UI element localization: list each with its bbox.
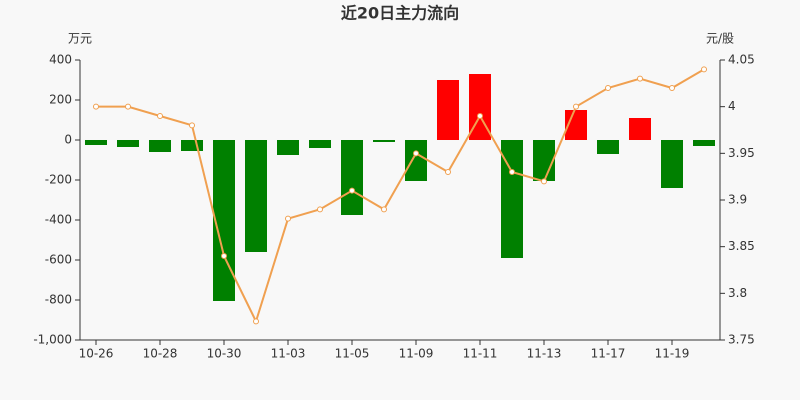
bar — [437, 80, 459, 140]
price-point — [445, 169, 451, 175]
price-point — [317, 206, 323, 213]
bar — [661, 140, 683, 188]
price-point — [349, 187, 355, 194]
price-point — [93, 103, 99, 110]
bar — [309, 140, 331, 148]
bar — [117, 140, 139, 147]
y-tick-label: -1,000 — [33, 333, 72, 347]
x-tick-label: 11-05 — [335, 347, 370, 361]
y2-tick-label: 4.05 — [728, 53, 755, 67]
price-point — [125, 103, 131, 110]
x-tick-label: 10-26 — [79, 347, 114, 361]
y-tick-label: 200 — [49, 93, 72, 107]
chart-title: 近20日主力流向 — [341, 4, 459, 23]
bar — [533, 140, 555, 181]
bar — [405, 140, 427, 181]
price-point — [477, 113, 483, 119]
price-point — [253, 318, 259, 325]
x-tick-label: 10-28 — [143, 347, 178, 361]
y-axis-unit: 万元 — [68, 32, 92, 46]
price-point — [605, 85, 611, 91]
y2-tick-label: 3.9 — [728, 193, 747, 207]
price-point — [157, 113, 163, 119]
y-tick-label: -800 — [45, 293, 72, 307]
price-point — [285, 215, 291, 222]
y-tick-label: -200 — [45, 173, 72, 187]
bar — [181, 140, 203, 151]
price-point — [381, 206, 387, 213]
bar — [693, 140, 715, 146]
bar — [85, 140, 107, 145]
bar — [629, 118, 651, 140]
y2-tick-label: 3.85 — [728, 239, 755, 253]
price-point — [573, 103, 579, 110]
x-tick-label: 11-09 — [399, 347, 434, 361]
x-tick-label: 11-17 — [591, 347, 626, 361]
bar — [149, 140, 171, 152]
price-point — [669, 85, 675, 91]
bar — [373, 140, 395, 142]
y2-tick-label: 3.75 — [728, 333, 755, 347]
y2-tick-label: 4 — [728, 99, 736, 113]
price-point — [637, 75, 643, 82]
price-point — [541, 178, 547, 185]
bar — [277, 140, 299, 155]
y-tick-label: -400 — [45, 213, 72, 227]
bar — [501, 140, 523, 258]
x-tick-label: 11-03 — [271, 347, 306, 361]
x-tick-label: 11-13 — [527, 347, 562, 361]
y2-tick-label: 3.8 — [728, 286, 747, 300]
y2-tick-label: 3.95 — [728, 146, 755, 160]
price-line — [96, 68, 705, 325]
y-tick-label: -600 — [45, 253, 72, 267]
bar — [341, 140, 363, 215]
bar — [213, 140, 235, 301]
price-point — [413, 150, 419, 157]
price-point — [189, 122, 195, 129]
bar — [245, 140, 267, 252]
x-tick-label: 11-19 — [655, 347, 690, 361]
y-tick-label: 400 — [49, 53, 72, 67]
y-tick-label: 0 — [64, 133, 72, 147]
price-point — [221, 253, 227, 259]
bar — [597, 140, 619, 154]
price-point — [509, 169, 515, 175]
bar — [469, 74, 491, 140]
x-tick-label: 11-11 — [463, 347, 498, 361]
x-tick-label: 10-30 — [207, 347, 242, 361]
y2-axis-unit: 元/股 — [706, 32, 734, 46]
price-point — [701, 66, 707, 73]
